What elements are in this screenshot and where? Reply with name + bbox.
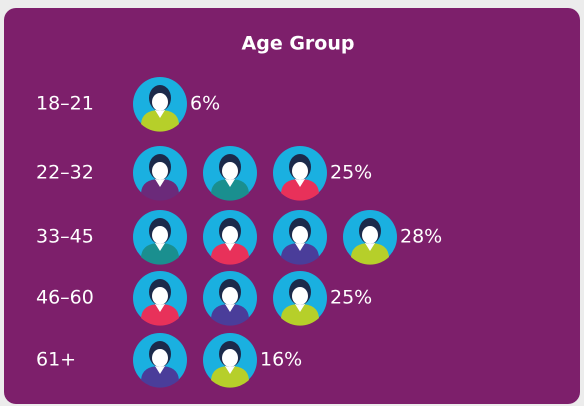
- value-label: 25%: [330, 162, 372, 184]
- icon-face: [152, 287, 168, 305]
- person-icon: [203, 210, 257, 265]
- person-icon: [133, 333, 187, 388]
- card: [4, 8, 580, 404]
- icon-face: [152, 349, 168, 367]
- value-label: 16%: [260, 349, 302, 371]
- icon-face: [292, 287, 308, 305]
- icon-face: [292, 162, 308, 180]
- category-label: 46–60: [36, 287, 94, 309]
- page: {"chart_data": {"type": "pictogram", "ti…: [0, 0, 584, 406]
- person-icon: [273, 210, 327, 265]
- person-icon: [273, 146, 327, 201]
- category-label: 33–45: [36, 226, 94, 248]
- value-label: 25%: [330, 287, 372, 309]
- person-icon: [203, 146, 257, 201]
- icon-face: [152, 93, 168, 111]
- category-label: 22–32: [36, 162, 94, 184]
- person-icon: [133, 210, 187, 265]
- person-icon: [133, 146, 187, 201]
- icon-face: [152, 162, 168, 180]
- person-icon: [133, 77, 187, 132]
- icon-face: [222, 287, 238, 305]
- chart-title: Age Group: [242, 33, 355, 55]
- icon-face: [362, 226, 378, 244]
- person-icon: [133, 271, 187, 326]
- chart: Age Group 18–21 6% 22–32 25% 33–45 28% 46–60 25…: [0, 0, 584, 406]
- icon-face: [222, 349, 238, 367]
- category-label: 61+: [36, 349, 76, 371]
- icon-face: [222, 162, 238, 180]
- person-icon: [343, 210, 397, 265]
- icon-face: [292, 226, 308, 244]
- value-label: 28%: [400, 226, 442, 248]
- person-icon: [203, 333, 257, 388]
- icon-face: [222, 226, 238, 244]
- value-label: 6%: [190, 93, 220, 115]
- person-icon: [203, 271, 257, 326]
- person-icon: [273, 271, 327, 326]
- icon-face: [152, 226, 168, 244]
- category-label: 18–21: [36, 93, 94, 115]
